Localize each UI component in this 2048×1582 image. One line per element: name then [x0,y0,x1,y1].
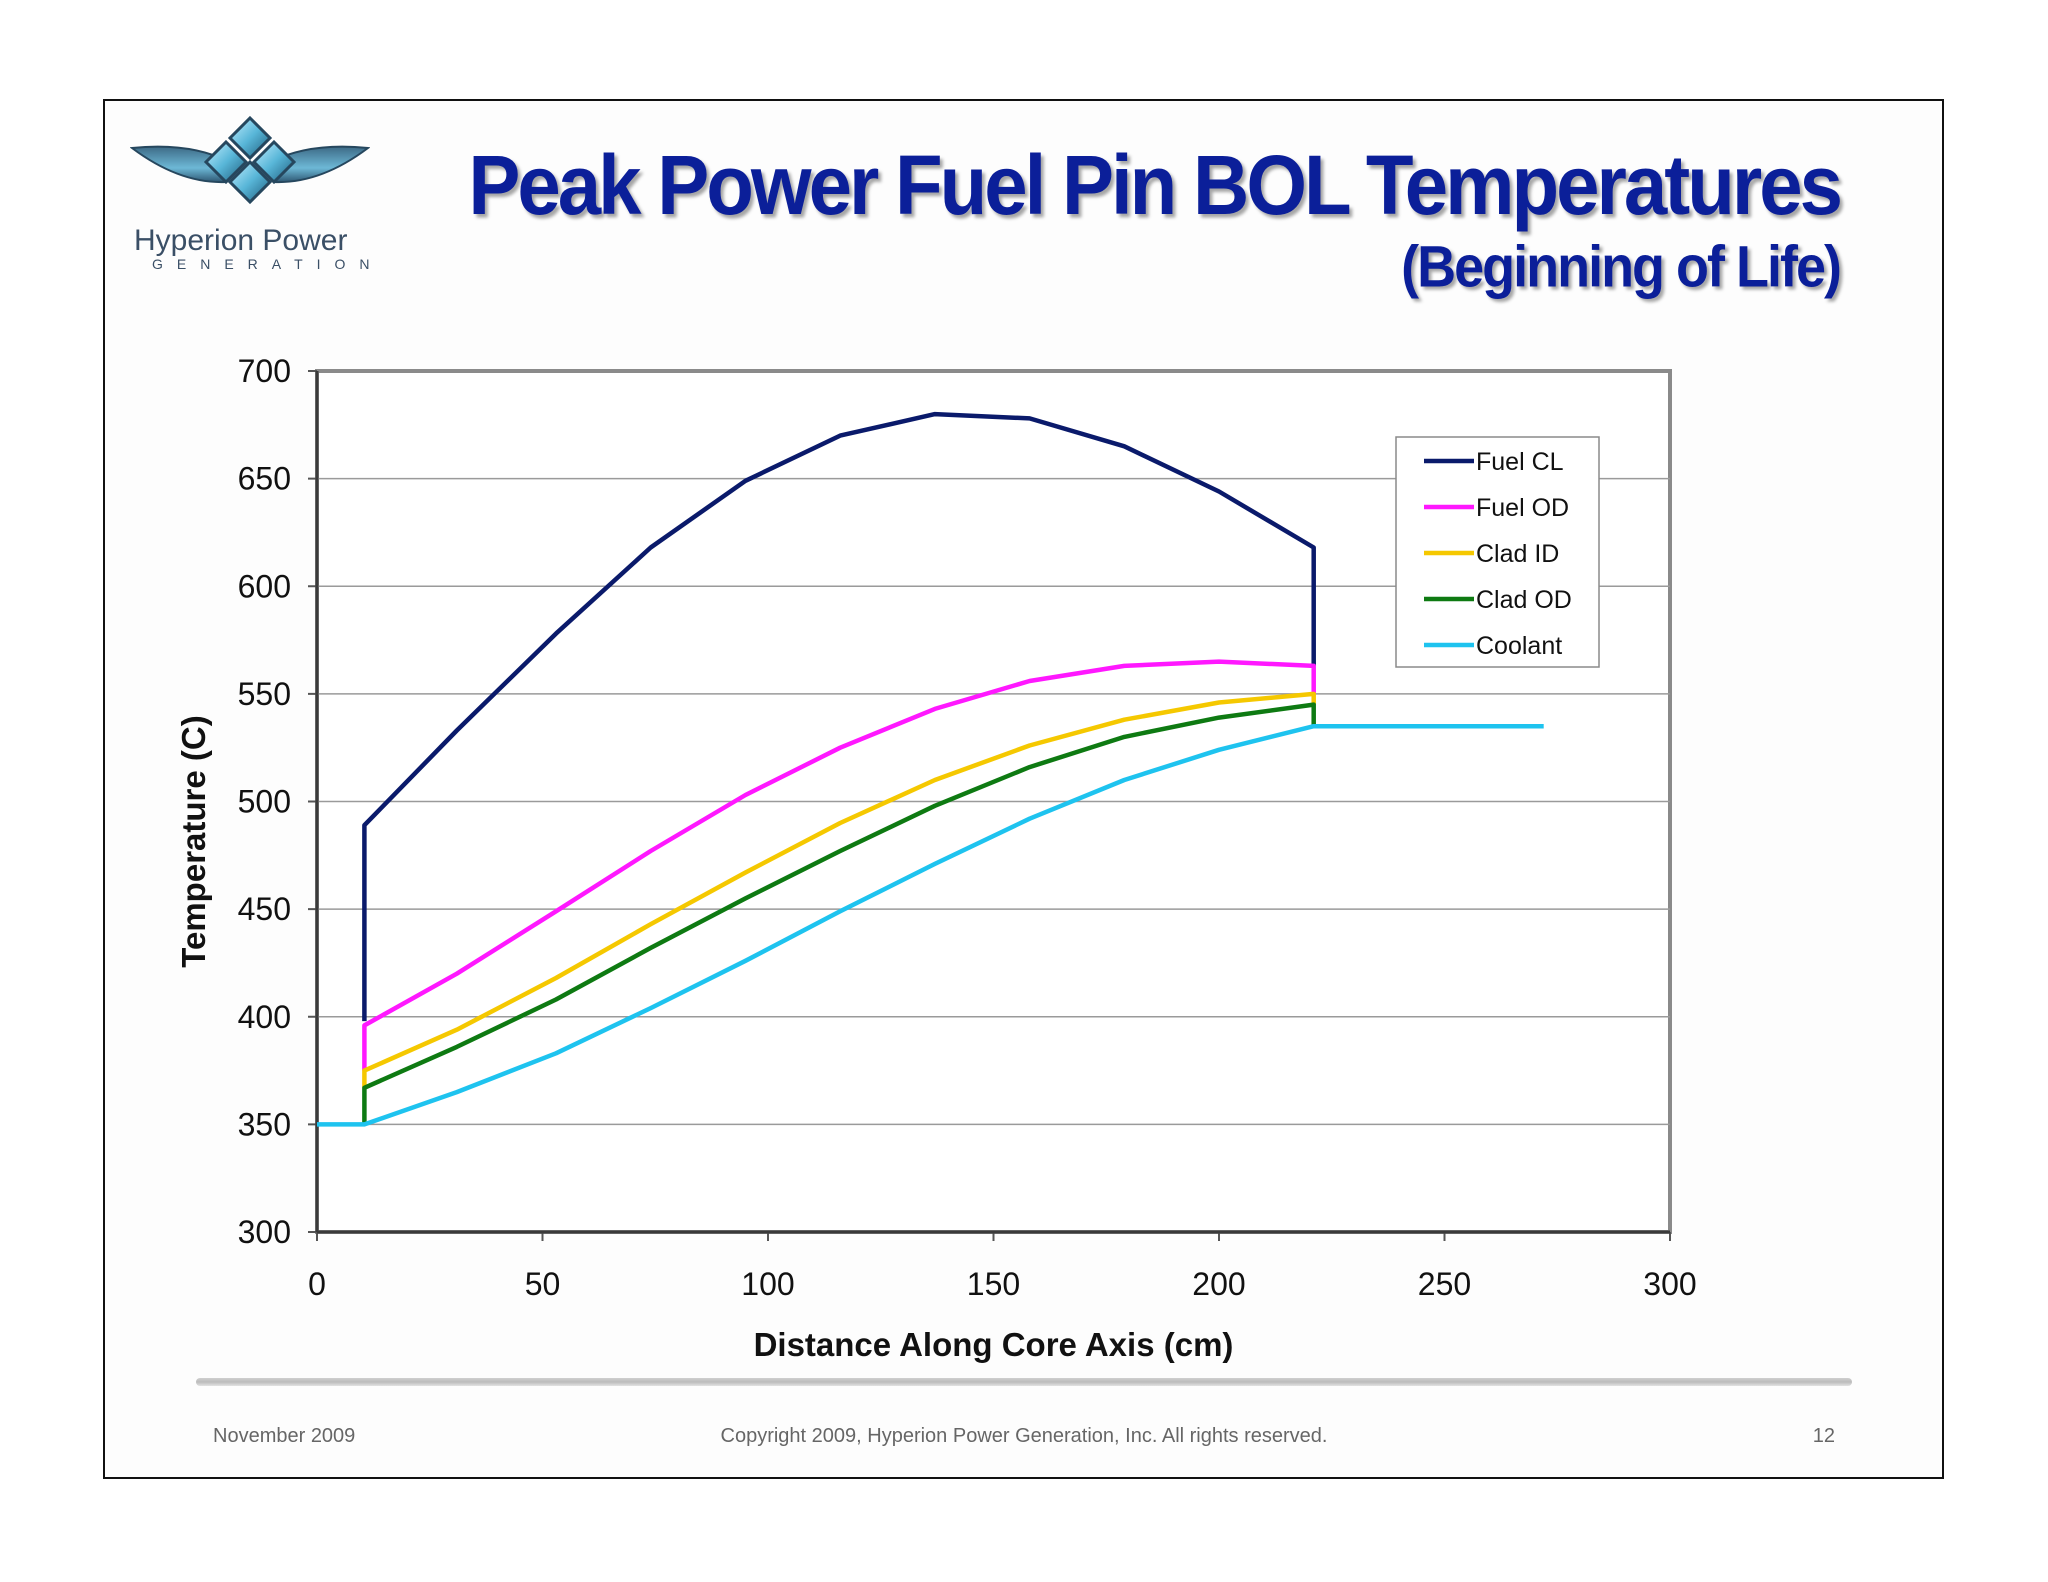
y-tick-label: 300 [238,1214,291,1250]
y-tick-label: 350 [238,1106,291,1142]
series-line-fuel-od [362,659,1316,1071]
logo-name: Hyperion Power [134,224,348,257]
y-tick-label: 550 [238,676,291,712]
x-tick-label: 150 [967,1266,1020,1302]
y-tick-label: 700 [238,353,291,389]
page-subtitle: (Beginning of Life) [1401,234,1842,300]
y-tick-label: 450 [238,891,291,927]
x-tick-label: 50 [525,1266,561,1302]
y-tick-label: 650 [238,461,291,497]
page-number: 12 [1812,1425,1835,1447]
legend-label-clad-id: Clad ID [1476,540,1559,568]
page-title: Peak Power Fuel Pin BOL Temperatures [468,137,1843,233]
y-tick-label: 600 [238,568,291,604]
x-axis-title: Distance Along Core Axis (cm) [754,1326,1234,1363]
x-tick-label: 200 [1192,1266,1245,1302]
x-tick-label: 300 [1643,1266,1696,1302]
y-tick-label: 400 [238,999,291,1035]
footer-copyright: Copyright 2009, Hyperion Power Generatio… [720,1425,1328,1447]
legend-label-fuel-cl: Fuel CL [1476,448,1564,476]
footer-date: November 2009 [213,1425,356,1447]
legend-label-coolant: Coolant [1476,632,1562,660]
footer-divider [196,1378,1852,1386]
series-line-clad-od [362,702,1316,1125]
temperature-chart: 300 350 400 450 500 550 600 650 700 0 50 100 150 200 2… [175,353,1697,1363]
legend-label-fuel-od: Fuel OD [1476,494,1569,522]
x-tick-label: 0 [308,1266,326,1302]
x-tick-label: 100 [741,1266,794,1302]
legend-label-clad-od: Clad OD [1476,586,1572,614]
logo-subtitle: GENERATION [152,256,384,272]
y-tick-label: 500 [238,784,291,820]
series-line-fuel-cl [362,411,1316,1022]
x-tick-label: 250 [1418,1266,1471,1302]
y-axis-title: Temperature (C) [175,715,212,967]
series-line-clad-id [362,691,1316,1088]
hyperion-logo-icon [130,115,370,205]
series-line-coolant [317,723,1544,1127]
